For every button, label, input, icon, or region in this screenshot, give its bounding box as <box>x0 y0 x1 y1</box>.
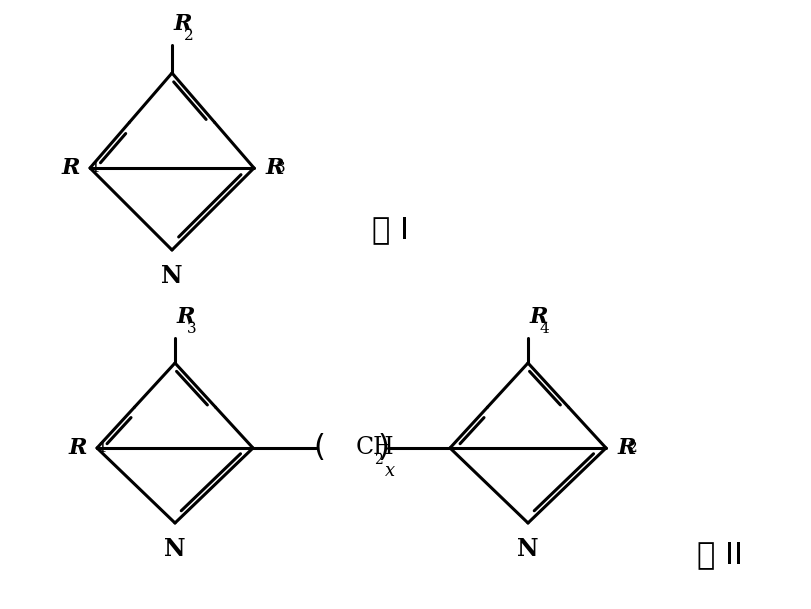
Text: N: N <box>164 537 186 561</box>
Text: 式 II: 式 II <box>697 541 743 569</box>
Text: R: R <box>174 13 192 35</box>
Text: N: N <box>517 537 539 561</box>
Text: 1: 1 <box>90 161 100 175</box>
Text: 2: 2 <box>184 29 194 43</box>
Text: R: R <box>618 437 637 459</box>
Text: (: ( <box>314 434 325 462</box>
Text: R: R <box>177 306 195 328</box>
Text: 2: 2 <box>374 453 383 467</box>
Text: 式 I: 式 I <box>371 216 409 244</box>
Text: x: x <box>385 462 396 480</box>
Text: R: R <box>62 157 80 179</box>
Text: 1: 1 <box>97 441 107 455</box>
Text: N: N <box>161 264 182 288</box>
Text: 2: 2 <box>628 441 637 455</box>
Text: 3: 3 <box>187 322 196 336</box>
Text: R: R <box>266 157 285 179</box>
Text: CH: CH <box>355 435 394 459</box>
Text: R: R <box>530 306 548 328</box>
Text: ): ) <box>378 434 389 462</box>
Text: 4: 4 <box>540 322 550 336</box>
Text: R: R <box>68 437 87 459</box>
Text: 3: 3 <box>276 161 285 175</box>
